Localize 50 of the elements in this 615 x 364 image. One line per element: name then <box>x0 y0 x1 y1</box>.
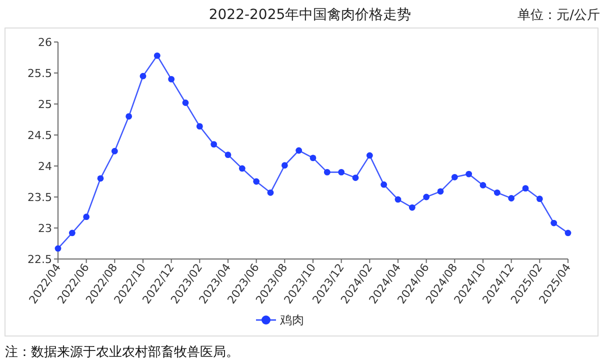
point <box>111 148 118 154</box>
point <box>408 204 416 211</box>
point <box>522 185 529 192</box>
y-tick-label: 24.5 <box>28 129 52 142</box>
point <box>352 174 359 181</box>
text: 注：数据来源于农业农村部畜牧兽医局。 <box>5 344 239 360</box>
point <box>310 154 316 162</box>
point <box>126 113 132 120</box>
y-tick-label: 25.5 <box>28 67 52 80</box>
chart-title: 2022-2025年中国禽肉价格走势 <box>208 7 412 23</box>
point <box>366 152 373 159</box>
y-tick-label: 24 <box>38 160 52 173</box>
point <box>196 123 203 130</box>
point <box>380 181 388 188</box>
point <box>238 165 246 172</box>
point <box>466 170 472 178</box>
point <box>267 189 274 196</box>
point <box>281 162 288 169</box>
point <box>68 230 76 236</box>
point <box>338 169 345 176</box>
y-tick-label: 23.5 <box>28 191 52 204</box>
point <box>451 174 458 180</box>
point <box>296 147 302 154</box>
y-tick-label: 25 <box>38 98 52 111</box>
legend: 鸡肉 <box>256 313 304 327</box>
point <box>83 214 90 220</box>
y-tick-label: 23 <box>38 222 52 235</box>
point <box>536 196 543 202</box>
point <box>394 196 402 203</box>
point <box>437 188 444 195</box>
point <box>154 52 160 59</box>
y-tick-label: 26 <box>38 36 52 49</box>
y-tick-label: 22.5 <box>28 253 52 266</box>
point <box>54 245 62 252</box>
point <box>480 182 486 188</box>
point <box>253 178 260 185</box>
point <box>224 152 232 158</box>
point <box>324 169 330 176</box>
point <box>508 195 515 202</box>
point <box>210 141 218 148</box>
legend-label: 鸡肉 <box>279 313 304 327</box>
point <box>564 230 572 236</box>
point <box>140 72 146 80</box>
point <box>494 189 500 196</box>
point <box>97 175 104 182</box>
point <box>550 220 558 226</box>
point <box>423 194 430 200</box>
point <box>182 100 189 106</box>
text: 单位：元/公斤 <box>518 8 600 23</box>
point <box>168 76 175 82</box>
